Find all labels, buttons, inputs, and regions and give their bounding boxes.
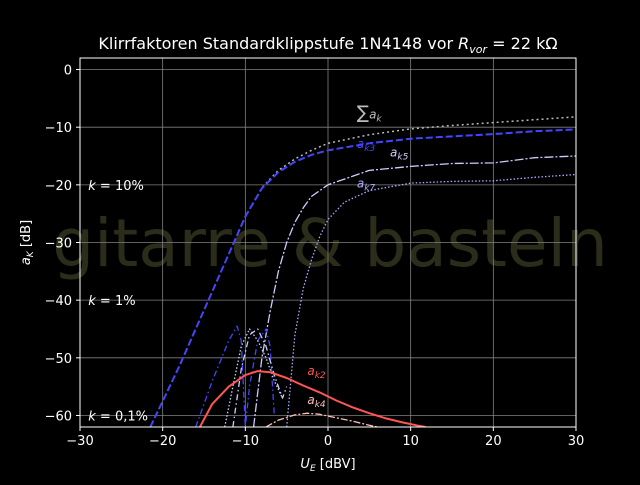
series-label-k4: ak4 bbox=[307, 393, 326, 410]
series-label-k3: ak3 bbox=[357, 137, 376, 154]
y-axis-label: aK [dB] bbox=[19, 220, 36, 265]
y-tick-label: −30 bbox=[45, 237, 72, 252]
series-line-a-k7 bbox=[286, 173, 576, 427]
series-line-a-k5-low bbox=[232, 328, 288, 427]
k-annotation: k = 10% bbox=[88, 179, 144, 194]
series-label-k: ∑ak bbox=[357, 103, 383, 125]
x-tick-label: 20 bbox=[485, 434, 502, 449]
x-tick-label: −20 bbox=[149, 434, 176, 449]
y-tick-label: −60 bbox=[45, 409, 72, 424]
series-line-a-k2 bbox=[199, 370, 426, 427]
x-tick-label: 0 bbox=[324, 434, 332, 449]
chart-title: Klirrfaktoren Standardklippstufe 1N4148 … bbox=[98, 34, 557, 56]
x-tick-label: 10 bbox=[402, 434, 419, 449]
series-line-a-k5 bbox=[252, 155, 576, 427]
k-annotation: k = 0,1% bbox=[88, 409, 148, 424]
y-tick-label: −50 bbox=[45, 352, 72, 367]
y-tick-label: −40 bbox=[45, 294, 72, 309]
series-label-k7: ak7 bbox=[357, 177, 376, 194]
series-line-a-k4 bbox=[265, 412, 378, 427]
k-annotation: k = 1% bbox=[88, 294, 135, 309]
x-tick-label: −30 bbox=[66, 434, 93, 449]
series-label-k2: ak2 bbox=[307, 364, 326, 381]
x-tick-label: −10 bbox=[232, 434, 259, 449]
series-label-k5: ak5 bbox=[390, 146, 409, 163]
series-line-a-k7-low bbox=[224, 328, 284, 427]
y-tick-label: −20 bbox=[45, 179, 72, 194]
x-axis-label: UE [dBV] bbox=[300, 457, 355, 474]
watermark-text: gitarre & basteln bbox=[52, 205, 608, 282]
y-tick-label: −10 bbox=[45, 121, 72, 136]
series-line-a-k3 bbox=[149, 128, 576, 427]
y-tick-label: 0 bbox=[64, 64, 72, 79]
x-tick-label: 30 bbox=[568, 434, 585, 449]
